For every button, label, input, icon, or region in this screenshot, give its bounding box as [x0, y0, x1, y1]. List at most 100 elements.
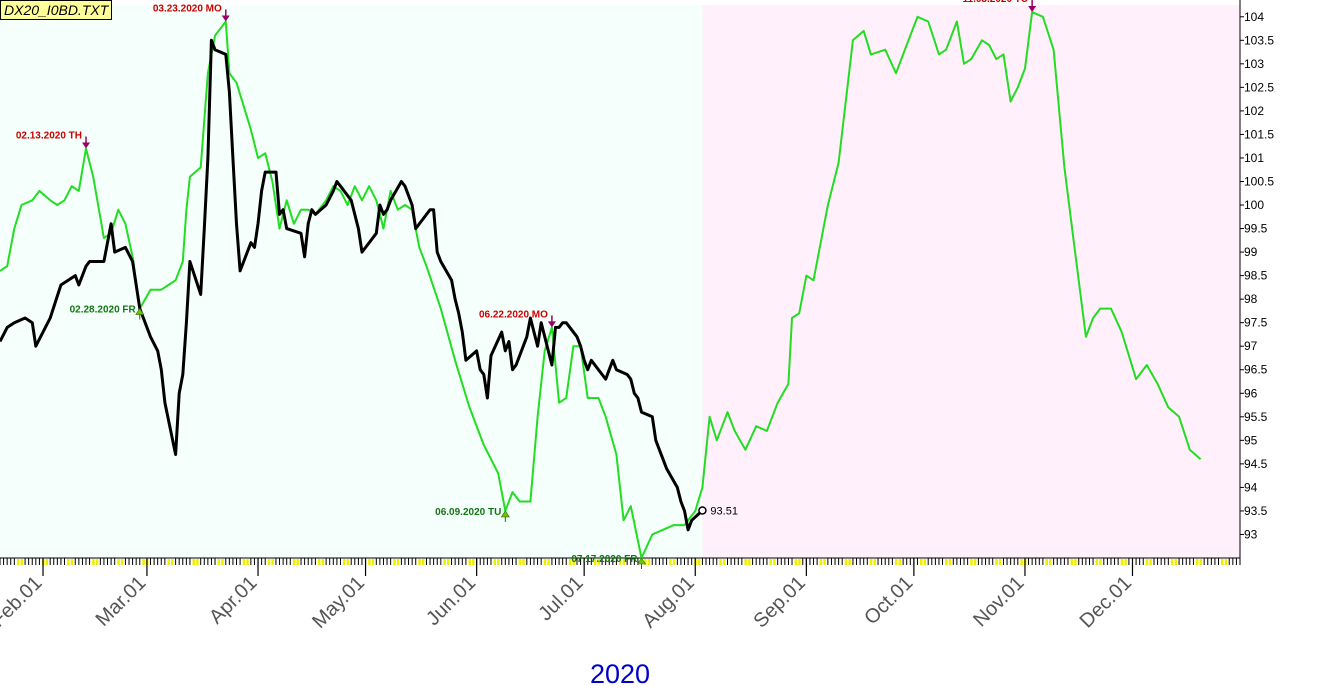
x-weekend-tick: [1124, 559, 1127, 565]
x-weekend-tick: [1045, 559, 1048, 565]
peak-label: 02.13.2020 TH: [16, 131, 82, 142]
x-weekend-tick: [120, 559, 124, 565]
last-value-label: 93.51: [710, 505, 738, 517]
x-tick-label: Nov.01: [969, 572, 1028, 631]
y-tick-label: 103: [1244, 57, 1264, 71]
x-tick-label: Jul.01: [534, 572, 587, 625]
x-weekend-tick: [196, 559, 199, 565]
x-weekend-tick: [1195, 559, 1199, 565]
x-weekend-tick: [1095, 559, 1099, 565]
x-weekend-tick: [20, 559, 24, 565]
x-tick-label: Sep.01: [750, 572, 810, 632]
x-weekend-tick: [221, 559, 224, 565]
x-weekend-tick: [844, 559, 848, 565]
x-weekend-tick: [1224, 559, 1228, 565]
x-weekend-tick: [171, 559, 174, 565]
y-tick-label: 101.5: [1244, 127, 1274, 141]
x-tick-label: Jun.01: [422, 572, 480, 630]
x-weekend-tick: [848, 559, 851, 565]
peak-arrow-icon: [547, 321, 556, 328]
x-weekend-tick: [271, 559, 274, 565]
y-tick-label: 101: [1244, 151, 1264, 165]
x-weekend-tick: [697, 559, 701, 565]
x-weekend-tick: [393, 559, 396, 565]
x-weekend-tick: [1174, 559, 1177, 565]
forecast-series-line: [0, 11, 1202, 559]
x-weekend-tick: [894, 559, 898, 565]
series-lines: [0, 11, 1202, 559]
x-weekend-tick: [92, 559, 95, 565]
x-tick-label: Aug.01: [638, 572, 698, 632]
x-weekend-tick: [647, 559, 651, 565]
x-weekend-tick: [622, 559, 626, 565]
x-weekend-tick: [572, 559, 575, 565]
x-weekend-tick: [522, 559, 525, 565]
x-weekend-tick: [798, 559, 801, 565]
peak-arrow-icon: [221, 15, 230, 22]
x-weekend-tick: [1221, 559, 1224, 565]
x-weekend-tick: [317, 559, 321, 565]
x-weekend-tick: [819, 559, 823, 565]
y-tick-label: 97: [1244, 339, 1258, 353]
y-tick-label: 104: [1244, 10, 1264, 24]
y-axis: 93 93.5 94 94.5 95 95.5 96 96.5 97 97.5 98 98.5 99 99…: [1239, 0, 1274, 560]
file-name-label: DX20_I0BD.TXT: [0, 0, 113, 20]
y-tick-label: 96.5: [1244, 363, 1268, 377]
x-weekend-tick: [672, 559, 676, 565]
x-weekend-tick: [898, 559, 902, 565]
x-weekend-tick: [192, 559, 196, 565]
x-weekend-tick: [669, 559, 672, 565]
x-weekend-tick: [321, 559, 325, 565]
x-tick-label: Apr.01: [205, 572, 261, 628]
x-weekend-tick: [873, 559, 876, 565]
x-weekend-tick: [619, 559, 622, 565]
x-weekend-tick: [67, 559, 70, 565]
x-tick-label: Oct.01: [860, 572, 917, 629]
y-tick-label: 93.5: [1244, 504, 1268, 518]
x-weekend-tick: [346, 559, 350, 565]
x-weekend-tick: [1145, 559, 1149, 565]
trough-label: 07.17.2020 FR: [571, 554, 638, 565]
x-weekend-tick: [246, 559, 249, 565]
x-weekend-tick: [497, 559, 500, 565]
x-weekend-tick: [597, 559, 600, 565]
x-minor-ticks: [0, 558, 1241, 565]
x-weekend-tick: [267, 559, 271, 565]
x-weekend-tick: [773, 559, 776, 565]
x-weekend-tick: [1074, 559, 1077, 565]
y-tick-label: 98: [1244, 292, 1258, 306]
x-weekend-tick: [970, 559, 973, 565]
x-weekend-tick: [995, 559, 998, 565]
x-weekend-tick: [543, 559, 547, 565]
x-tick-label: Feb.01: [0, 572, 47, 632]
y-tick-label: 102: [1244, 104, 1264, 118]
x-weekend-tick: [973, 559, 977, 565]
y-tick-label: 97.5: [1244, 316, 1268, 330]
y-tick-label: 93: [1244, 527, 1258, 541]
x-weekend-tick: [242, 559, 246, 565]
x-tick-label: Mar.01: [92, 572, 151, 631]
y-tick-label: 95.5: [1244, 410, 1268, 424]
annotations: 93.51 02.13.2020 TH 03.23.2020 MO 06.22.202…: [16, 0, 1037, 569]
x-weekend-tick: [547, 559, 550, 565]
x-tick-label: May.01: [308, 572, 369, 633]
x-weekend-tick: [1149, 559, 1152, 565]
x-weekend-tick: [769, 559, 773, 565]
x-weekend-tick: [371, 559, 375, 565]
y-tick-label: 94: [1244, 480, 1258, 494]
y-tick-label: 103.5: [1244, 33, 1274, 47]
x-tick-label: Dec.01: [1076, 572, 1136, 632]
x-weekend-tick: [518, 559, 522, 565]
x-weekend-tick: [343, 559, 346, 565]
y-tick-label: 98.5: [1244, 269, 1268, 283]
x-weekend-tick: [920, 559, 923, 565]
y-tick-label: 96: [1244, 386, 1258, 400]
x-weekend-tick: [142, 559, 145, 565]
x-weekend-tick: [719, 559, 722, 565]
x-weekend-tick: [945, 559, 948, 565]
x-weekend-tick: [948, 559, 952, 565]
y-tick-label: 94.5: [1244, 457, 1268, 471]
year-label: 2020: [590, 659, 650, 689]
peak-label: 06.22.2020 MO: [479, 309, 548, 320]
x-weekend-tick: [748, 559, 751, 565]
